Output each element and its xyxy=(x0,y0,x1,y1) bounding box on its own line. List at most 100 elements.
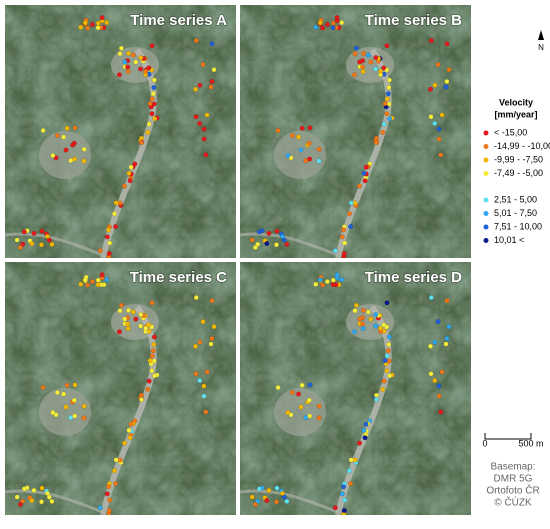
measurement-point xyxy=(139,397,144,402)
measurement-point xyxy=(55,390,60,395)
measurement-point xyxy=(432,378,437,383)
measurement-point xyxy=(104,20,109,25)
basemap-relief xyxy=(240,5,471,258)
measurement-point xyxy=(22,487,27,492)
measurement-point xyxy=(369,317,374,322)
measurement-point xyxy=(146,387,151,392)
measurement-point xyxy=(83,21,88,26)
legend-swatch xyxy=(484,158,489,163)
measurement-point xyxy=(193,344,198,349)
measurement-point xyxy=(150,354,155,359)
measurement-point xyxy=(106,228,111,233)
measurement-point xyxy=(354,46,359,51)
measurement-point xyxy=(373,324,378,329)
measurement-point xyxy=(114,201,119,206)
measurement-point xyxy=(387,117,392,122)
measurement-point xyxy=(118,51,123,56)
measurement-point xyxy=(105,492,110,497)
measurement-point xyxy=(90,279,95,284)
measurement-point xyxy=(385,301,390,306)
measurement-point xyxy=(119,303,124,308)
measurement-point xyxy=(209,342,214,347)
measurement-point xyxy=(194,295,199,300)
scale-bar: 0 500 m xyxy=(482,433,543,448)
measurement-point xyxy=(429,295,434,300)
measurement-point xyxy=(72,398,77,403)
measurement-point xyxy=(45,234,50,239)
measurement-point xyxy=(352,73,357,78)
measurement-point xyxy=(382,122,387,127)
measurement-point xyxy=(348,224,353,229)
measurement-point xyxy=(30,498,35,503)
measurement-point xyxy=(357,60,362,65)
legend-swatch xyxy=(484,211,489,216)
measurement-point xyxy=(364,422,369,427)
measurement-point xyxy=(50,242,55,247)
measurement-point xyxy=(209,85,214,90)
measurement-point xyxy=(122,184,127,189)
legend: Velocity [mm/year] < -15,00-14,99 - -10,… xyxy=(484,97,550,245)
measurement-point xyxy=(361,51,366,56)
measurement-point xyxy=(432,121,437,126)
measurement-point xyxy=(439,153,444,158)
measurement-point xyxy=(126,326,131,331)
measurement-point xyxy=(361,69,366,74)
measurement-point xyxy=(150,368,155,373)
measurement-point xyxy=(307,141,312,146)
measurement-point xyxy=(381,387,386,392)
map-area xyxy=(240,5,471,259)
measurement-point xyxy=(341,485,346,490)
measurement-point xyxy=(106,485,111,490)
measurement-point xyxy=(117,330,122,335)
measurement-point xyxy=(72,157,77,162)
measurement-point xyxy=(212,324,217,329)
measurement-point xyxy=(151,348,156,353)
measurement-point xyxy=(51,410,56,415)
legend-label: 5,01 - 7,50 xyxy=(494,208,537,218)
measurement-point xyxy=(205,370,210,375)
measurement-point xyxy=(342,498,347,503)
measurement-point xyxy=(41,128,46,133)
measurement-point xyxy=(152,85,157,90)
measurement-point xyxy=(296,135,301,140)
measurement-point xyxy=(204,153,209,158)
measurement-point xyxy=(331,282,336,287)
measurement-point xyxy=(152,359,157,364)
measurement-point xyxy=(96,21,101,26)
measurement-point xyxy=(429,115,434,120)
legend-unit: [mm/year] xyxy=(494,109,537,119)
measurement-point xyxy=(387,85,392,90)
measurement-point xyxy=(65,383,70,388)
measurement-point xyxy=(250,495,255,500)
measurement-point xyxy=(193,87,198,92)
credit-line: Ortofoto ČR xyxy=(486,484,539,497)
measurement-point xyxy=(307,157,312,162)
measurement-point xyxy=(290,133,295,138)
measurement-point xyxy=(96,278,101,283)
measurement-point xyxy=(113,224,118,229)
measurement-point xyxy=(314,282,319,287)
measurement-point xyxy=(126,51,131,56)
panel-title: Time series A xyxy=(130,12,227,29)
legend-label: -7,49 - -5,00 xyxy=(494,168,543,178)
measurement-point xyxy=(96,282,101,287)
measurement-point xyxy=(276,128,281,133)
measurement-point xyxy=(374,140,379,145)
map-panel: Time series B xyxy=(240,5,471,259)
measurement-point xyxy=(265,498,270,503)
measurement-point xyxy=(307,398,312,403)
measurement-point xyxy=(257,230,262,235)
measurement-point xyxy=(363,179,368,184)
credit-line: © ČÚZK xyxy=(494,496,532,509)
measurement-point xyxy=(357,184,362,189)
measurement-point xyxy=(387,374,392,379)
measurement-point xyxy=(265,241,270,246)
measurement-point xyxy=(96,25,101,30)
measurement-point xyxy=(285,499,290,504)
measurement-point xyxy=(296,392,301,397)
measurement-point xyxy=(354,303,359,308)
measurement-point xyxy=(381,130,386,135)
measurement-point xyxy=(362,171,367,176)
measurement-point xyxy=(387,78,392,83)
measurement-point xyxy=(129,422,134,427)
